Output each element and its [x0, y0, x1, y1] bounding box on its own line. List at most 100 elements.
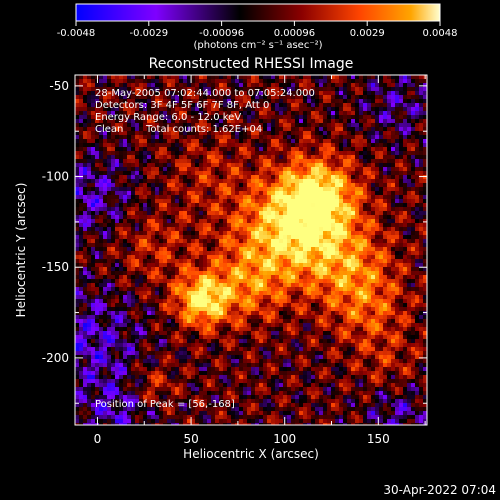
heatmap-cell	[359, 123, 363, 127]
heatmap-cell	[319, 147, 323, 151]
heatmap-cell	[115, 211, 119, 215]
heatmap-cell	[243, 283, 247, 287]
heatmap-cell	[411, 271, 415, 275]
heatmap-cell	[83, 207, 87, 211]
heatmap-cell	[211, 279, 215, 283]
heatmap-cell	[187, 119, 191, 123]
heatmap-cell	[171, 171, 175, 175]
heatmap-cell	[215, 199, 219, 203]
heatmap-cell	[291, 283, 295, 287]
heatmap-cell	[255, 191, 259, 195]
heatmap-cell	[395, 295, 399, 299]
heatmap-cell	[307, 123, 311, 127]
heatmap-cell	[75, 255, 79, 259]
heatmap-cell	[175, 175, 179, 179]
heatmap-cell	[107, 159, 111, 163]
heatmap-cell	[191, 131, 195, 135]
heatmap-cell	[203, 239, 207, 243]
heatmap-cell	[255, 175, 259, 179]
heatmap-cell	[295, 75, 299, 79]
heatmap-cell	[231, 247, 235, 251]
heatmap-cell	[127, 279, 131, 283]
heatmap-cell	[179, 195, 183, 199]
heatmap-cell	[339, 219, 343, 223]
heatmap-cell	[315, 187, 319, 191]
heatmap-cell	[279, 175, 283, 179]
heatmap-cell	[215, 191, 219, 195]
heatmap-cell	[191, 75, 195, 79]
heatmap-cell	[211, 107, 215, 111]
heatmap-cell	[79, 271, 83, 275]
heatmap-cell	[175, 219, 179, 223]
heatmap-cell	[395, 143, 399, 147]
heatmap-cell	[275, 131, 279, 135]
heatmap-cell	[311, 271, 315, 275]
heatmap-cell	[167, 255, 171, 259]
heatmap-cell	[423, 267, 427, 271]
heatmap-cell	[299, 175, 303, 179]
heatmap-cell	[223, 211, 227, 215]
heatmap-cell	[371, 295, 375, 299]
heatmap-cell	[127, 91, 131, 95]
heatmap-cell	[199, 167, 203, 171]
heatmap-cell	[107, 299, 111, 303]
heatmap-cell	[147, 127, 151, 131]
heatmap-cell	[135, 267, 139, 271]
heatmap-cell	[187, 111, 191, 115]
heatmap-cell	[91, 263, 95, 267]
heatmap-cell	[163, 203, 167, 207]
heatmap-cell	[87, 255, 91, 259]
heatmap-cell	[383, 143, 387, 147]
heatmap-cell	[275, 235, 279, 239]
heatmap-cell	[211, 259, 215, 263]
heatmap-cell	[199, 255, 203, 259]
heatmap-cell	[267, 83, 271, 87]
heatmap-cell	[331, 131, 335, 135]
heatmap-cell	[295, 187, 299, 191]
heatmap-cell	[423, 127, 427, 131]
heatmap-cell	[163, 143, 167, 147]
heatmap-cell	[135, 219, 139, 223]
heatmap-cell	[247, 99, 251, 103]
heatmap-cell	[383, 271, 387, 275]
heatmap-cell	[179, 243, 183, 247]
heatmap-cell	[279, 155, 283, 159]
heatmap-cell	[315, 99, 319, 103]
heatmap-cell	[155, 203, 159, 207]
heatmap-cell	[279, 87, 283, 91]
heatmap-cell	[255, 75, 259, 79]
heatmap-cell	[79, 171, 83, 175]
heatmap-cell	[191, 267, 195, 271]
heatmap-cell	[291, 263, 295, 267]
heatmap-cell	[323, 167, 327, 171]
heatmap-cell	[407, 75, 411, 79]
heatmap-cell	[351, 259, 355, 263]
heatmap-cell	[247, 203, 251, 207]
heatmap-cell	[147, 139, 151, 143]
heatmap-cell	[419, 75, 423, 79]
heatmap-cell	[391, 215, 395, 219]
heatmap-cell	[123, 215, 127, 219]
heatmap-cell	[291, 295, 295, 299]
heatmap-cell	[119, 219, 123, 223]
heatmap-cell	[223, 171, 227, 175]
heatmap-cell	[183, 111, 187, 115]
heatmap-cell	[251, 203, 255, 207]
heatmap-cell	[155, 275, 159, 279]
heatmap-cell	[403, 251, 407, 255]
heatmap-cell	[235, 259, 239, 263]
heatmap-cell	[287, 179, 291, 183]
heatmap-cell	[403, 235, 407, 239]
heatmap-cell	[383, 107, 387, 111]
heatmap-cell	[291, 247, 295, 251]
heatmap-cell	[87, 279, 91, 283]
heatmap-cell	[279, 275, 283, 279]
heatmap-cell	[343, 203, 347, 207]
heatmap-cell	[187, 259, 191, 263]
heatmap-cell	[419, 247, 423, 251]
heatmap-cell	[255, 111, 259, 115]
heatmap-cell	[407, 111, 411, 115]
heatmap-cell	[203, 283, 207, 287]
heatmap-cell	[395, 131, 399, 135]
heatmap-cell	[143, 95, 147, 99]
